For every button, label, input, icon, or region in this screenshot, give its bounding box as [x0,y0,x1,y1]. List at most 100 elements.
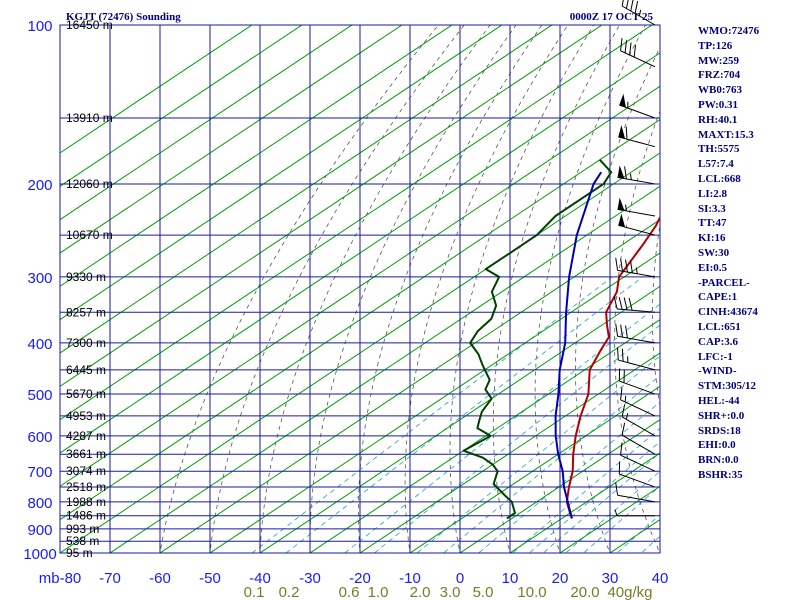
wind-barb-full [625,259,628,273]
wind-barb [614,509,655,517]
wind-barb [620,387,656,417]
wind-barb-full [628,297,633,311]
mixing-ratio-label: 3.0 [440,584,461,600]
wind-barb-full [624,40,628,53]
mixing-ratio-label: 5.0 [473,584,494,600]
index-item: SHR+:0.0 [698,409,745,422]
height-label: 2518 m [66,480,106,494]
wind-barb-full [625,325,628,339]
dry-adiabat [309,25,517,553]
wind-barb-staff [621,434,656,455]
mixing-ratio-label: 0.2 [279,584,300,600]
wind-barb-staff [618,224,656,236]
wind-barb [617,165,656,185]
height-label: 9330 m [66,270,106,284]
wind-barb-full [629,260,633,273]
wind-barb-full [620,258,623,272]
temperature-tick-label: mb-80 [39,570,82,587]
height-label: 993 m [66,522,99,536]
mixing-ratio-label: 0.6 [339,584,360,600]
wind-barb-staff [619,380,656,395]
temperature-tick-label: -70 [99,570,121,587]
pressure-tick-label: 700 [27,464,52,481]
pressure-tick-label: 900 [27,522,52,539]
mixing-ratio-label: 2.0 [410,584,431,600]
index-item: BRN:0.0 [698,454,739,467]
height-label: 13910 m [66,111,113,125]
wind-barb-staff [621,416,656,437]
mixing-ratio-line [477,401,660,553]
wind-barb-staff [618,359,656,371]
mixing-ratio-label: 10.0 [517,584,546,600]
mixing-ratio-line [251,276,613,553]
wind-barb-full [623,297,628,310]
height-label: 4953 m [66,409,106,423]
height-label: 3074 m [66,464,106,478]
temperature-tick-label: 10 [502,570,519,587]
pressure-tick-label: 800 [27,495,52,512]
wind-barb-flag [619,93,626,108]
wind-barb [615,323,656,344]
isotherm--70 [109,185,660,553]
dry-adiabat [404,25,569,553]
wind-barb-staff [617,308,656,313]
wind-barb-full [618,296,623,310]
mixing-ratio-line [511,427,660,553]
isotherm--130 [60,25,603,387]
dry-adiabat [575,46,660,553]
index-item: PW:0.31 [698,98,739,111]
index-item: KI:16 [698,232,726,245]
wind-barb [618,213,656,236]
index-item: WB0:763 [698,84,742,97]
wind-barb [620,38,656,68]
wind-barb-half [614,509,618,516]
wind-barb-staff [619,473,656,488]
wind-barb-flag [617,165,625,179]
temperature-tick-label: -60 [149,570,171,587]
mixing-ratio-line [528,441,660,553]
wind-barb-staff [617,494,656,503]
wind-barb [619,93,656,119]
index-item: SRDS:18 [698,424,741,437]
index-item: CAPE:1 [698,291,738,304]
dry-adiabat [793,25,800,564]
index-item: LI:2.8 [698,187,728,200]
indices-panel: WMO:72476 TP:126 MW:259 FRZ:704 WB0:763 PW:0.… [698,24,759,483]
index-item: TT:47 [698,217,727,230]
wind-barb-full [624,166,627,179]
wind-barb [615,482,656,503]
temperature-tick-label: -50 [199,570,221,587]
index-item: FRZ:704 [698,69,741,82]
index-item: -WIND- [698,365,737,378]
wind-barb-full [615,482,619,496]
index-item: LCL:651 [698,320,741,333]
index-item: L57:7.4 [698,158,734,171]
height-label: 12060 m [66,177,113,191]
height-label: 16450 m [66,18,113,32]
wind-barb-staff [617,269,656,278]
index-item: MAXT:15.3 [698,128,754,141]
isotherm--20 [359,352,660,553]
temperature-tick-label: 40 [652,570,669,587]
index-item: CINH:43674 [698,306,758,319]
pressure-tick-label: 500 [27,387,52,404]
temperature-tick-label: 30 [602,570,619,587]
index-item: EHI:0.0 [698,439,736,452]
index-item: LCL:668 [698,172,741,185]
wind-barb-full [617,347,619,361]
isotherm--120 [60,25,653,421]
wind-barb [618,125,656,148]
index-item: -PARCEL- [698,276,750,289]
isotherm--40 [259,285,660,553]
temperature-tick-label: 0 [456,570,464,587]
mixing-ratio-label: 20.0 [570,584,599,600]
mixing-ratio-line [285,276,643,553]
index-item: TH:5575 [698,143,740,156]
wind-barb [621,404,656,437]
height-label: 4287 m [66,429,106,443]
wind-barb-full [620,38,623,51]
wind-barb-full [629,42,632,56]
mixing-ratio-label: 1.0 [368,584,389,600]
wind-barb-full [620,324,623,338]
